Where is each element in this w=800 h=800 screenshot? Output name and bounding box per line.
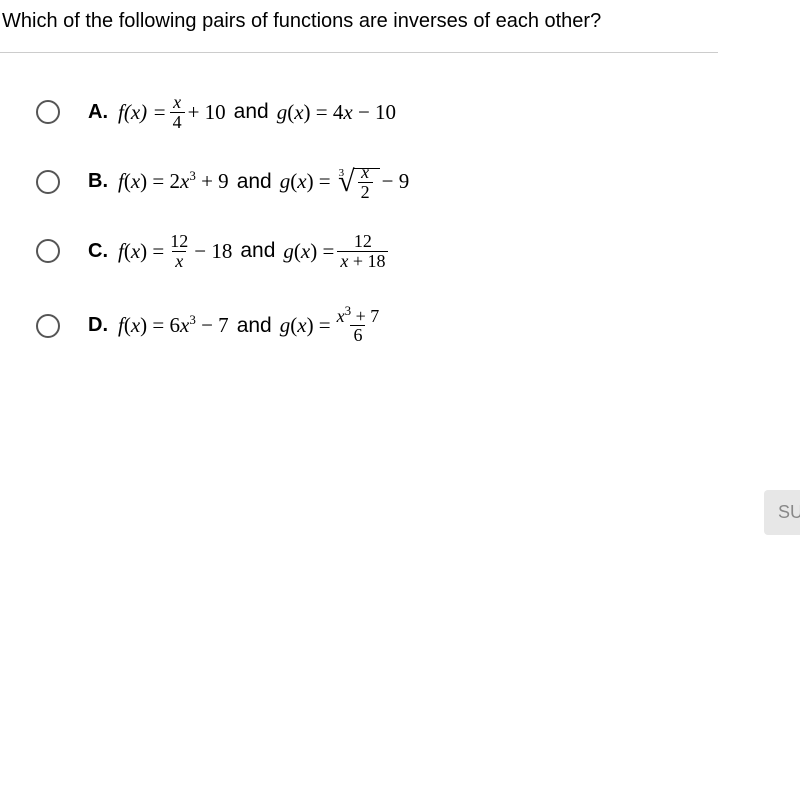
g-lhs: g(x) = (280, 169, 331, 194)
cube-root: 3 √ x 2 (333, 168, 380, 196)
radical-body: x 2 (353, 168, 380, 196)
connector: and (240, 239, 275, 263)
option-letter: B. (88, 170, 108, 193)
frac-num: x (170, 93, 184, 112)
option-b-content: B. f(x) = 2x3 + 9 and g(x) = 3 √ x 2 (88, 168, 409, 196)
connector: and (237, 170, 272, 194)
connector: and (237, 314, 272, 338)
option-c-math: f(x) = 12 x − 18 and g(x) = 12 x + 18 (118, 232, 391, 271)
option-d[interactable]: D. f(x) = 6x3 − 7 and g(x) = x3 + 7 6 (36, 307, 800, 346)
frac-den: 4 (170, 112, 185, 132)
g-tail: − 9 (382, 169, 410, 194)
fraction: x 4 (170, 93, 185, 132)
option-b-math: f(x) = 2x3 + 9 and g(x) = 3 √ x 2 − (118, 168, 409, 196)
f-expr: f(x) = 2x3 + 9 (118, 169, 229, 194)
f-lhs: f(x) = (118, 100, 167, 125)
submit-button[interactable]: SU (764, 490, 800, 535)
frac-num: 12 (167, 232, 191, 251)
frac-num: x3 + 7 (334, 307, 383, 326)
option-c[interactable]: C. f(x) = 12 x − 18 and g(x) = 12 x + 18 (36, 232, 800, 271)
frac-den: 6 (350, 325, 365, 345)
option-d-math: f(x) = 6x3 − 7 and g(x) = x3 + 7 6 (118, 307, 385, 346)
option-letter: C. (88, 240, 108, 263)
question-container: Which of the following pairs of function… (0, 0, 800, 345)
frac-num: x (358, 163, 372, 182)
g-lhs: g(x) = (280, 313, 331, 338)
option-a-math: f(x) = x 4 + 10 and g(x) = 4x − 10 (118, 93, 396, 132)
radio-icon[interactable] (36, 314, 60, 338)
f-expr: f(x) = 6x3 − 7 (118, 313, 229, 338)
option-c-content: C. f(x) = 12 x − 18 and g(x) = 12 x + 18 (88, 232, 391, 271)
fraction: 12 x + 18 (337, 232, 388, 271)
radical-index: 3 (339, 167, 345, 179)
connector: and (234, 100, 269, 124)
options-list: A. f(x) = x 4 + 10 and g(x) = 4x − 10 B. (0, 53, 800, 345)
option-letter: D. (88, 314, 108, 337)
f-tail: − 18 (194, 239, 232, 264)
fraction: x 2 (358, 163, 373, 202)
option-letter: A. (88, 101, 108, 124)
g-expr: g(x) = 4x − 10 (277, 100, 396, 125)
frac-num: 12 (351, 232, 375, 251)
f-tail: + 10 (188, 100, 226, 125)
option-b[interactable]: B. f(x) = 2x3 + 9 and g(x) = 3 √ x 2 (36, 168, 800, 196)
frac-den: x (172, 251, 186, 271)
radio-icon[interactable] (36, 100, 60, 124)
option-d-content: D. f(x) = 6x3 − 7 and g(x) = x3 + 7 6 (88, 307, 385, 346)
fraction: x3 + 7 6 (334, 307, 383, 346)
frac-den: 2 (358, 182, 373, 202)
g-lhs: g(x) = (283, 239, 334, 264)
radio-icon[interactable] (36, 239, 60, 263)
fraction: 12 x (167, 232, 191, 271)
f-lhs: f(x) = (118, 239, 164, 264)
option-a[interactable]: A. f(x) = x 4 + 10 and g(x) = 4x − 10 (36, 93, 800, 132)
option-a-content: A. f(x) = x 4 + 10 and g(x) = 4x − 10 (88, 93, 396, 132)
question-text: Which of the following pairs of function… (0, 8, 800, 52)
frac-den: x + 18 (337, 251, 388, 271)
radio-icon[interactable] (36, 170, 60, 194)
